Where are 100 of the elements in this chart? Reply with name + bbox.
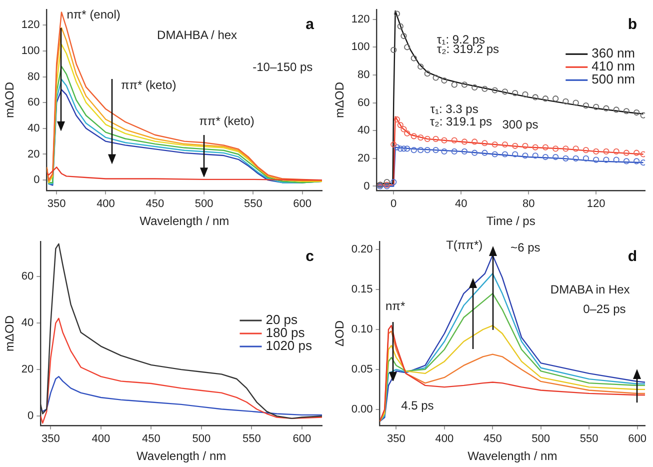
- point: [522, 91, 528, 98]
- x-tick-label: 450: [146, 198, 164, 210]
- point: [634, 158, 640, 164]
- y-tick-label: 40: [21, 317, 34, 330]
- point: [582, 155, 589, 162]
- point: [532, 144, 538, 150]
- point: [472, 84, 478, 91]
- y-tick-label: 0.05: [351, 363, 373, 376]
- point: [532, 94, 538, 100]
- point: [472, 138, 478, 145]
- point: [482, 86, 488, 92]
- x-tick-label: 500: [532, 433, 550, 446]
- x-tick-label: 400: [92, 433, 110, 446]
- y-axis-title: mΔOD: [332, 82, 347, 118]
- point: [562, 98, 569, 104]
- point: [502, 151, 508, 158]
- x-tick-label: 500: [194, 198, 214, 210]
- point: [603, 105, 610, 112]
- point: [400, 32, 407, 40]
- text: d: [628, 248, 637, 266]
- point: [512, 142, 518, 149]
- point: [397, 23, 404, 30]
- point: [512, 90, 518, 96]
- point: [593, 148, 600, 155]
- point: [397, 146, 404, 152]
- annotation: τ₁: 3.3 ps: [430, 102, 478, 116]
- x-axis-title: Wavelength / nm: [136, 449, 226, 464]
- point: [623, 150, 630, 156]
- point: [593, 156, 600, 163]
- point: [562, 146, 569, 152]
- point: [522, 152, 528, 159]
- legend-label: 20 ps: [266, 312, 298, 328]
- point: [441, 137, 448, 144]
- point: [623, 108, 630, 114]
- annotation: 4.5 ps: [401, 398, 434, 413]
- y-tick-label: 80: [28, 70, 40, 83]
- point: [572, 146, 579, 152]
- point: [522, 142, 528, 149]
- point: [492, 151, 498, 158]
- point: [461, 138, 468, 145]
- x-tick-label: 0: [390, 198, 397, 210]
- point: [634, 150, 640, 156]
- x-axis-title: Wavelength / nm: [468, 449, 558, 464]
- x-tick-label: 400: [435, 433, 454, 446]
- x-tick-label: 550: [242, 433, 261, 446]
- point: [634, 109, 640, 116]
- point: [424, 136, 430, 142]
- y-tick-label: 0: [28, 410, 34, 422]
- point: [432, 74, 439, 81]
- y-tick-label: 0.15: [351, 284, 373, 296]
- point: [410, 55, 417, 62]
- y-axis-title: mΔOD: [2, 315, 17, 352]
- y-tick-label: 80: [358, 68, 370, 81]
- point: [593, 104, 600, 110]
- point: [640, 151, 645, 158]
- point: [451, 137, 458, 144]
- point: [432, 136, 439, 142]
- y-tick-label: 40: [28, 122, 40, 134]
- y-tick-label: 0: [34, 174, 40, 186]
- legend-label: 1020 ps: [266, 338, 312, 354]
- point: [400, 126, 407, 132]
- annotation: nπ* (enol): [66, 7, 120, 22]
- annotation: 0–25 ps: [583, 302, 626, 316]
- legend-label: 180 ps: [266, 325, 306, 340]
- x-tick-label: 450: [483, 433, 502, 446]
- point: [400, 146, 407, 152]
- y-tick-label: 20: [28, 148, 40, 160]
- y-tick-label: 0.00: [351, 403, 373, 416]
- annotation: nπ*: [385, 298, 406, 313]
- point: [394, 144, 400, 150]
- point: [502, 141, 508, 148]
- point: [472, 150, 478, 156]
- point: [441, 148, 448, 155]
- point: [432, 147, 439, 154]
- point: [552, 154, 559, 160]
- x-tick-label: 400: [96, 198, 115, 210]
- point: [492, 141, 498, 148]
- y-tick-label: 20: [358, 152, 370, 164]
- x-tick-label: 80: [522, 198, 535, 210]
- point: [640, 112, 645, 118]
- point: [582, 102, 589, 109]
- y-tick-label: 20: [21, 364, 34, 376]
- point: [461, 148, 468, 155]
- y-tick-label: 40: [358, 124, 370, 137]
- annotation: τ₂: 319.1 ps: [430, 114, 492, 129]
- x-tick-label: 550: [244, 198, 262, 210]
- point: [397, 122, 404, 128]
- y-tick-label: 120: [351, 13, 370, 26]
- y-axis-title: ΔOD: [332, 320, 347, 347]
- x-tick-label: 600: [628, 433, 646, 446]
- annotation: 300 ps: [502, 117, 538, 132]
- point: [542, 144, 549, 150]
- y-tick-label: 0: [364, 180, 370, 192]
- y-tick-label: 120: [21, 19, 40, 32]
- text: c: [306, 248, 314, 266]
- legend-label: 410 nm: [592, 58, 636, 74]
- point: [461, 82, 468, 88]
- y-tick-label: 100: [351, 41, 370, 54]
- point: [552, 146, 559, 152]
- y-tick-label: 60: [21, 270, 34, 283]
